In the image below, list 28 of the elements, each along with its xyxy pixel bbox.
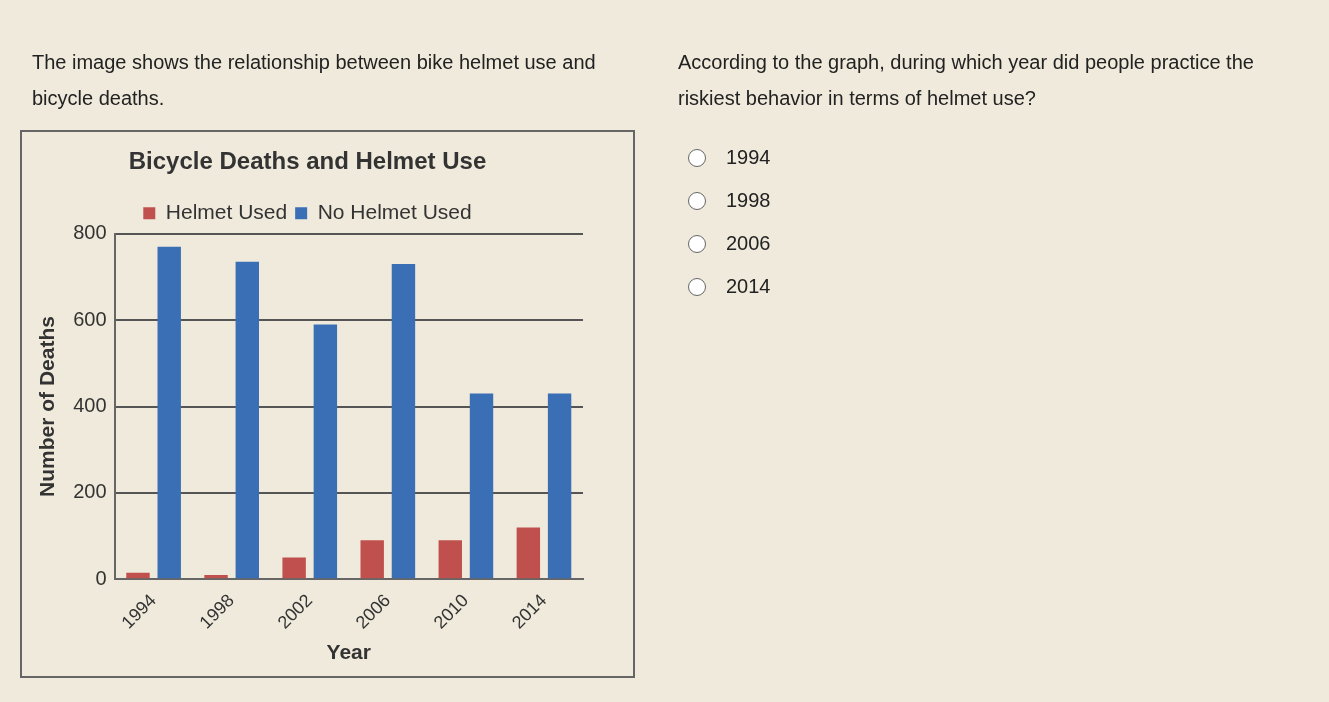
- y-tick-label: 800: [73, 221, 107, 244]
- y-axis-title: Number of Deaths: [35, 316, 59, 497]
- text: 1994: [726, 146, 771, 169]
- text: According to the graph, during which year did people practice the riskiest behavior in terms of helmet use?: [678, 50, 1255, 111]
- bar: [438, 540, 462, 579]
- legend-label: No Helmet Used: [317, 200, 472, 224]
- y-tick-label: 0: [95, 566, 107, 589]
- bar: [235, 261, 259, 579]
- text: 1998: [726, 189, 771, 212]
- bar: [469, 393, 494, 579]
- bar: [391, 264, 416, 579]
- bar: [313, 324, 338, 579]
- bar: [360, 540, 384, 579]
- text: The image shows the relationship between bike helmet use and bicycle deaths.: [32, 50, 597, 111]
- bar: [126, 572, 150, 579]
- legend-label: Helmet Used: [165, 200, 288, 224]
- bar: [282, 557, 306, 579]
- y-tick-label: 400: [73, 394, 107, 417]
- y-tick-label: 200: [73, 480, 107, 503]
- bar: [516, 527, 541, 579]
- bar: [204, 574, 228, 579]
- text: 2014: [726, 275, 771, 298]
- text: 2006: [726, 232, 771, 255]
- chart-title: Bicycle Deaths and Helmet Use: [128, 147, 487, 175]
- x-axis-title: Year: [326, 640, 371, 664]
- bar: [547, 393, 572, 579]
- bar: [157, 246, 181, 579]
- y-tick-label: 600: [73, 307, 107, 330]
